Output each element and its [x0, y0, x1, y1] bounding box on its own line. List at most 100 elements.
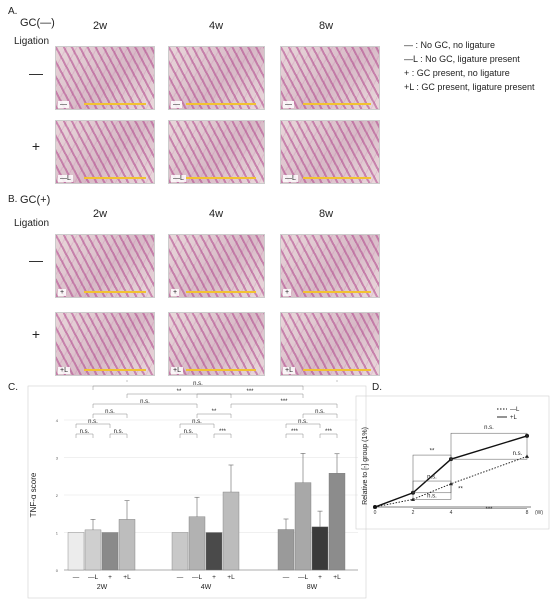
- scale-bar: [84, 177, 146, 179]
- panel-a-ligation-label: Ligation: [14, 36, 50, 47]
- micrograph-a-r2-8w: —L: [280, 120, 380, 184]
- significance-bracket: [213, 433, 232, 438]
- legend-item-gc-no-lig: + : GC present, no ligature: [404, 68, 510, 78]
- micrograph-tag: +: [58, 289, 67, 296]
- significance-box: [450, 432, 528, 460]
- bar: [84, 529, 102, 571]
- significance-label: ***: [291, 429, 299, 435]
- y-tick-label: 2: [56, 493, 59, 498]
- series-line: [374, 435, 528, 508]
- bar: [188, 516, 206, 571]
- bar: [277, 529, 295, 571]
- bar-label: +L: [123, 574, 131, 581]
- bar-label: —: [283, 574, 290, 581]
- bar-label: —: [177, 574, 184, 581]
- panel-a-letter: A.: [8, 6, 18, 17]
- micrograph-tag: +: [171, 289, 180, 296]
- scale-bar: [186, 103, 256, 105]
- significance-bracket: [126, 380, 338, 382]
- micrograph-tag: —: [58, 101, 69, 108]
- significance-label: n.s.: [184, 429, 194, 435]
- micrograph-tag: +: [283, 289, 292, 296]
- scale-bar: [303, 291, 371, 293]
- significance-label: n.s.: [315, 409, 325, 415]
- bar: [171, 532, 189, 571]
- panel-a-row2-sign: +: [31, 138, 41, 154]
- significance-bracket: [196, 413, 232, 418]
- significance-bracket: [179, 423, 215, 428]
- legend-item-no-gc-no-lig: — : No GC, no ligature: [404, 40, 496, 50]
- bar-label: +: [108, 574, 112, 581]
- micrograph-tag: +L: [58, 367, 70, 374]
- significance-label: ***: [325, 429, 333, 435]
- panel-b-col-2w: 2w: [92, 208, 108, 220]
- micrograph-a-r2-2w: —L: [55, 120, 155, 184]
- significance-label: n.s.: [105, 409, 115, 415]
- significance-box: [412, 480, 452, 494]
- significance-bracket: [92, 385, 304, 390]
- micrograph-tag: —L: [58, 175, 73, 182]
- significance-label: n.s.: [193, 381, 203, 387]
- bar-label: +: [318, 574, 322, 581]
- scale-bar: [303, 369, 371, 371]
- panel-a-gc-title: GC(—): [20, 17, 55, 29]
- significance-label: **: [430, 448, 435, 454]
- significance-label: n.s.: [427, 493, 437, 499]
- panel-d-letter: D.: [372, 382, 382, 393]
- y-tick-label: 3: [56, 456, 59, 461]
- significance-label: n.s.: [192, 419, 202, 425]
- scale-bar: [303, 177, 371, 179]
- scale-bar: [84, 369, 146, 371]
- tnf-alpha-bar-chart: 0 1 2 3 4 TNF-α score — —L + +L 2W — —L + +L 4W — —L + +L 8W…: [27, 380, 367, 599]
- significance-bracket: [75, 433, 94, 438]
- significance-bracket: [92, 413, 128, 418]
- bar-label: —L: [298, 574, 309, 581]
- panel-c-letter: C.: [8, 382, 18, 393]
- bar-label: —L: [192, 574, 203, 581]
- micrograph-b-r1-8w: +: [280, 234, 380, 298]
- micrograph-b-r2-2w: +L: [55, 312, 155, 376]
- micrograph-b-r1-2w: +: [55, 234, 155, 298]
- significance-label: n.s.: [80, 429, 90, 435]
- scale-bar: [84, 291, 146, 293]
- scale-bar: [186, 291, 256, 293]
- group-label: 2W: [97, 584, 108, 591]
- x-tick-label: 8: [526, 510, 529, 516]
- panel-b-col-8w: 8w: [318, 208, 334, 220]
- group-label: 8W: [307, 584, 318, 591]
- significance-bracket: [230, 403, 338, 408]
- significance-label: n.s.: [298, 419, 308, 425]
- significance-label: **: [212, 409, 217, 415]
- bar: [118, 519, 136, 571]
- bar: [311, 526, 329, 571]
- series-line: [374, 456, 528, 508]
- micrograph-a-r1-4w: —: [168, 46, 265, 110]
- panel-a-col-8w: 8w: [318, 20, 334, 32]
- x-tick-label: 0: [374, 510, 377, 516]
- panel-b-row2-sign: +: [31, 326, 41, 342]
- scale-bar: [186, 177, 256, 179]
- micrograph-b-r2-8w: +L: [280, 312, 380, 376]
- significance-bracket: [196, 393, 304, 398]
- significance-label: **: [458, 487, 463, 493]
- chart-d-frame: [355, 395, 550, 530]
- bar-label: —L: [88, 574, 99, 581]
- micrograph-a-r2-4w: —L: [168, 120, 265, 184]
- micrograph-tag: —L: [171, 175, 186, 182]
- bar: [67, 532, 85, 571]
- data-point: [373, 505, 377, 509]
- micrograph-tag: —L: [283, 175, 298, 182]
- significance-bracket: [285, 423, 321, 428]
- group-label: 4W: [201, 584, 212, 591]
- significance-label: n.s.: [88, 419, 98, 425]
- bar-label: +L: [227, 574, 235, 581]
- x-tick-label: 2: [412, 510, 415, 516]
- micrograph-b-r1-4w: +: [168, 234, 265, 298]
- y-axis-label: TNF-α score: [29, 472, 38, 517]
- significance-label: ***: [219, 429, 227, 435]
- panel-b-letter: B.: [8, 194, 18, 205]
- legend-item-gc-lig: +L : GC present, ligature present: [404, 82, 535, 92]
- panel-b-gc-title: GC(+): [20, 194, 51, 206]
- scale-bar: [303, 103, 371, 105]
- panel-a-col-2w: 2w: [92, 20, 108, 32]
